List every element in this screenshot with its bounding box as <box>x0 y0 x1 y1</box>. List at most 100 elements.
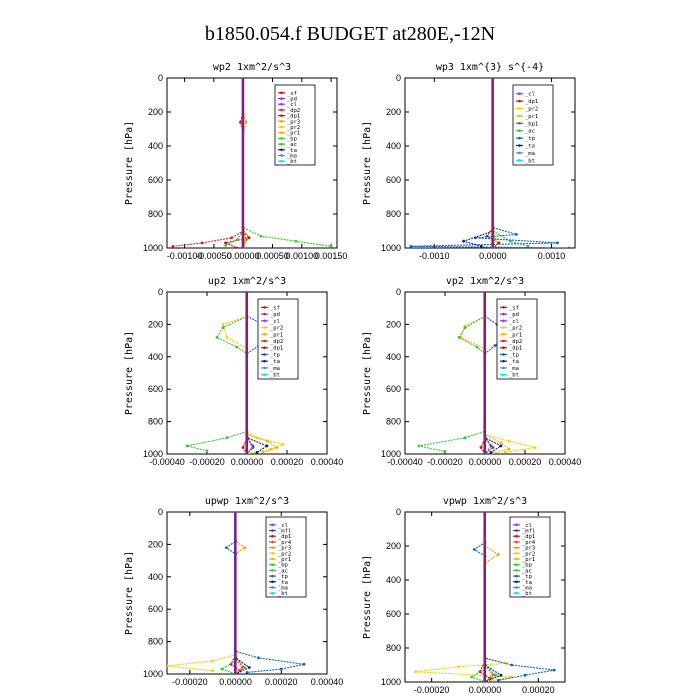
legend-label: _bt <box>278 591 288 597</box>
x-tick-label: 0.00040 <box>311 457 344 467</box>
y-tick-label: 600 <box>148 384 163 394</box>
legend-label: _ac <box>522 568 532 574</box>
data-point-ac <box>457 336 461 339</box>
y-tick-label: 200 <box>386 107 401 117</box>
legend-label: _bt <box>287 159 297 165</box>
legend-label: _pr3 <box>287 119 300 125</box>
series-line-pr4 <box>235 512 244 674</box>
data-point-tp <box>472 548 476 551</box>
x-tick-label: 0.00040 <box>549 457 582 467</box>
plot-frame <box>166 77 338 249</box>
legend-label: _mfl <box>278 529 291 535</box>
data-point-pr2 <box>167 664 169 668</box>
legend-marker <box>515 586 518 589</box>
data-point-tp <box>556 241 559 245</box>
data-point-ac <box>235 238 239 241</box>
legend-label: _bt <box>525 158 535 164</box>
legend-marker <box>263 339 266 343</box>
legend-marker <box>515 529 518 532</box>
series-group <box>409 78 571 248</box>
data-point-ac <box>526 244 530 248</box>
y-tick-label: 1000 <box>381 243 401 253</box>
legend-marker <box>280 159 283 163</box>
legend-label: _pr4 <box>522 540 536 546</box>
plot-frame <box>404 77 576 249</box>
data-point-tp <box>496 678 500 682</box>
y-axis-label: Pressure [hPa] <box>362 555 373 639</box>
legend-label: _pr1 <box>270 332 283 338</box>
y-tick-label: 400 <box>386 141 401 151</box>
x-tick-label: 0.00020 <box>522 685 555 695</box>
data-point-ta <box>247 666 251 669</box>
x-tick-label: 0.00000 <box>469 685 502 695</box>
legend-label: _dp1 <box>270 346 283 352</box>
series-line-ac <box>418 292 486 453</box>
legend-marker <box>263 326 266 329</box>
series-line-pr2 <box>415 512 512 682</box>
legend-marker <box>518 92 521 95</box>
legend-label: _ma <box>270 366 280 372</box>
legend-label: _tp <box>278 574 288 580</box>
legend-marker <box>280 120 283 123</box>
y-tick-label: 0 <box>158 507 163 517</box>
legend: _sf_pd_cl_pr2_pr1_dp2_dp1_tp_ta_ma_bt <box>496 298 538 380</box>
series-line-ta <box>484 512 503 682</box>
legend-marker <box>515 574 518 578</box>
legend-marker <box>518 144 521 147</box>
legend-label: _ta <box>509 359 519 365</box>
data-point-tp <box>510 663 514 667</box>
subplot-title: upwp 1xm^2/s^3 <box>205 496 289 507</box>
x-tick-label: 0.00020 <box>265 677 298 687</box>
legend-label: _ma <box>287 153 297 159</box>
data-point-sf <box>247 236 251 240</box>
legend-label: _pr2 <box>287 125 300 131</box>
y-tick-label: 0 <box>396 507 401 517</box>
legend-marker <box>271 557 274 561</box>
y-tick-label: 800 <box>386 209 401 219</box>
legend-label: _pr4 <box>278 540 292 546</box>
data-point-pr2 <box>211 669 215 673</box>
series-line-tp <box>246 292 278 454</box>
legend-label: _pr2 <box>525 107 538 113</box>
legend-marker <box>271 591 274 595</box>
y-tick-label: 1000 <box>143 669 163 679</box>
subplot-5: upwp 1xm^2/s^3 Pressure [hPa] 0 200 400 600 80… <box>124 496 343 687</box>
series-group <box>167 512 306 674</box>
legend-marker <box>515 557 518 561</box>
data-point-ac <box>417 444 421 448</box>
series-line-sf <box>223 78 251 248</box>
legend: _cl_mfl_dp1_pr4_pr3_pr2_pr1_bp_ac_tp_ta_… <box>265 516 307 598</box>
legend-label: _pd <box>287 97 297 103</box>
legend-label: _mfl <box>522 529 535 535</box>
legend-marker <box>280 114 283 117</box>
data-point-ac <box>463 436 467 440</box>
legend: _cl_dp1 _pr2_pr1_bp1 _ac_tp _ta_ma_bt <box>512 84 554 166</box>
data-point-ac <box>221 326 225 329</box>
x-tick-label: -0.00020 <box>189 457 225 467</box>
legend-label: _bp1 <box>525 121 538 127</box>
data-point-tp <box>279 667 283 671</box>
x-tick-label: -0.00100 <box>167 251 203 261</box>
legend-label: _tp <box>270 352 280 358</box>
legend-marker <box>263 306 266 309</box>
data-point-pr1 <box>275 446 279 449</box>
x-tick-label: -0.0010 <box>419 251 450 261</box>
y-axis-label: Pressure [hPa] <box>124 331 135 415</box>
legend-marker <box>263 353 266 356</box>
subplot-title: vpwp 1xm^2/s^3 <box>443 496 527 507</box>
series-line-ta <box>461 78 494 247</box>
x-tick-label: 0.0010 <box>538 251 566 261</box>
legend-marker <box>280 108 283 112</box>
legend-label: _dp1 <box>278 534 291 540</box>
legend-marker <box>515 580 518 584</box>
legend-label: _sf <box>270 305 280 311</box>
legend-label: _tp <box>522 574 532 580</box>
y-tick-label: 600 <box>148 604 163 614</box>
legend-marker <box>518 122 521 125</box>
legend-label: _ta <box>278 580 288 586</box>
legend-marker <box>271 563 274 566</box>
data-point-ac <box>243 666 247 669</box>
y-tick-label: 400 <box>148 141 163 151</box>
legend-marker <box>280 131 283 134</box>
